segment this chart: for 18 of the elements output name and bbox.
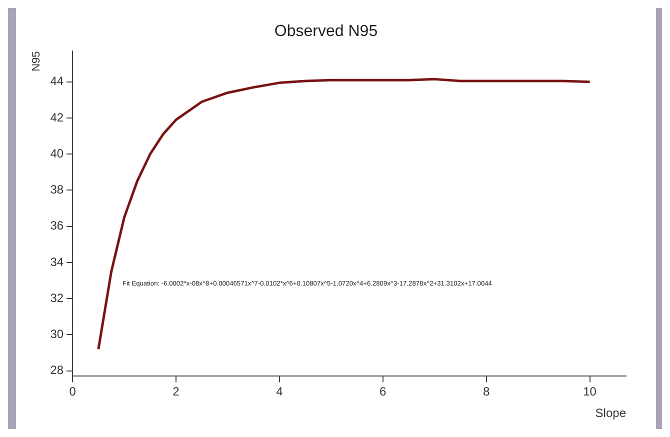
x-axis-title: Slope — [595, 406, 626, 420]
y-tick-label: 40 — [50, 146, 64, 160]
y-tick-label: 34 — [50, 254, 64, 269]
y-axis-title: N95 — [30, 51, 43, 72]
x-tick-label: 6 — [380, 384, 387, 399]
x-tick-label: 0 — [69, 384, 76, 399]
y-tick-label: 32 — [50, 290, 64, 305]
y-tick-label: 36 — [50, 218, 64, 233]
y-tick-label: 44 — [50, 74, 64, 88]
x-tick-label: 10 — [583, 384, 597, 399]
x-tick-label: 2 — [172, 384, 180, 399]
x-tick-label: 4 — [276, 384, 284, 399]
y-tick-label: 38 — [50, 182, 64, 197]
y-tick-label: 42 — [50, 110, 64, 124]
y-tick-label: 28 — [50, 363, 64, 378]
chart-title: Observed N95 — [274, 23, 378, 40]
y-tick-label: 30 — [50, 326, 64, 341]
x-tick-label: 8 — [483, 384, 490, 399]
